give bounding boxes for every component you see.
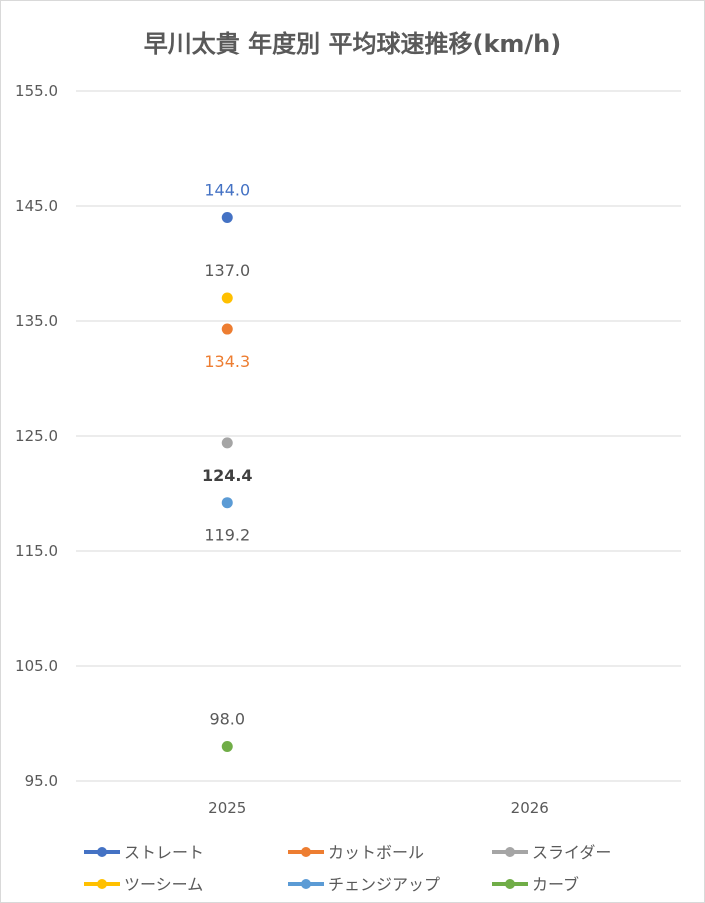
- data-point: [221, 212, 233, 223]
- y-tick-label: 95.0: [25, 772, 58, 790]
- y-tick-label: 105.0: [15, 657, 58, 675]
- y-tick-label: 115.0: [15, 542, 58, 560]
- legend-label: カーブ: [532, 875, 579, 894]
- data-label: 137.0: [204, 261, 250, 280]
- data-label: 144.0: [204, 181, 250, 200]
- data-point: [221, 497, 233, 509]
- chart-title: 早川太貴 年度別 平均球速推移(km/h): [143, 30, 562, 58]
- legend-label: ツーシーム: [124, 875, 203, 894]
- legend-marker: [505, 879, 515, 889]
- data-point: [221, 437, 233, 449]
- data-label: 119.2: [204, 526, 250, 545]
- data-label: 134.3: [204, 352, 250, 371]
- legend-label: カットボール: [328, 843, 424, 862]
- data-label: 98.0: [209, 710, 245, 729]
- y-tick-label: 125.0: [15, 427, 58, 445]
- legend-marker: [505, 847, 515, 857]
- legend-marker: [301, 879, 311, 889]
- legend-label: ストレート: [124, 843, 204, 862]
- x-tick-label: 2026: [511, 799, 549, 817]
- legend-label: チェンジアップ: [328, 875, 440, 894]
- data-label: 124.4: [202, 466, 253, 485]
- y-tick-label: 155.0: [15, 82, 58, 100]
- legend-marker: [97, 847, 107, 857]
- data-point: [221, 323, 233, 335]
- y-tick-label: 145.0: [15, 197, 58, 215]
- legend-marker: [301, 847, 311, 857]
- legend-marker: [97, 879, 107, 889]
- legend-label: スライダー: [532, 843, 611, 862]
- y-tick-label: 135.0: [15, 312, 58, 330]
- data-point: [221, 292, 233, 304]
- data-point: [221, 741, 233, 752]
- x-tick-label: 2025: [208, 799, 246, 817]
